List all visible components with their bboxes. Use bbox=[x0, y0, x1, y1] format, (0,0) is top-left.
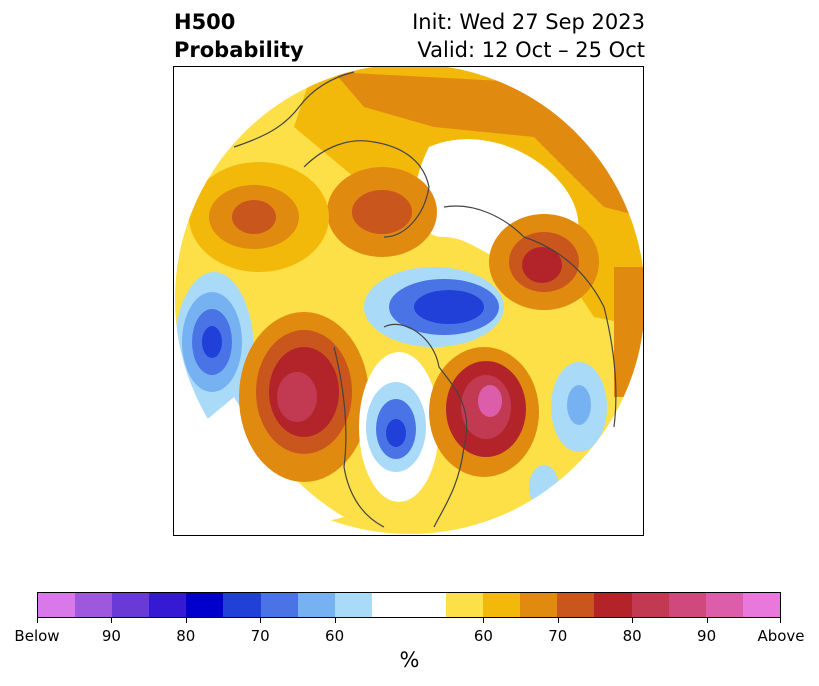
colorbar bbox=[37, 592, 781, 618]
init-date: Init: Wed 27 Sep 2023 bbox=[412, 10, 645, 34]
colorbar-segment-1 bbox=[75, 593, 113, 617]
colorbar-segment-11 bbox=[446, 593, 484, 617]
colorbar-tick-label: 60 bbox=[473, 627, 493, 645]
colorbar-segment-3 bbox=[149, 593, 187, 617]
below-75-central bbox=[386, 419, 406, 447]
colorbar-tick bbox=[780, 618, 781, 623]
probability-map bbox=[173, 66, 644, 536]
colorbar-tick bbox=[334, 618, 336, 623]
title-type: Probability bbox=[174, 38, 304, 62]
colorbar-segment-8 bbox=[334, 593, 372, 617]
colorbar-tick-label: 80 bbox=[176, 627, 196, 645]
colorbar-tick bbox=[632, 618, 634, 623]
title-variable: H500 bbox=[174, 10, 236, 34]
colorbar-tick-label: 90 bbox=[697, 627, 717, 645]
above-90-eastcanada bbox=[478, 385, 502, 417]
above-80-russia bbox=[522, 247, 562, 283]
colorbar-segment-19 bbox=[742, 593, 780, 617]
colorbar-tick bbox=[185, 618, 187, 623]
below-60-southeast bbox=[529, 465, 559, 509]
colorbar-segment-15 bbox=[594, 593, 632, 617]
map-svg bbox=[174, 67, 643, 535]
colorbar-segment-16 bbox=[631, 593, 669, 617]
colorbar-segment-9 bbox=[371, 593, 409, 617]
coastlines bbox=[233, 71, 617, 528]
colorbar-segment-0 bbox=[38, 593, 76, 617]
colorbar-tick bbox=[706, 618, 708, 623]
colorbar-segment-5 bbox=[223, 593, 261, 617]
colorbar-segment-14 bbox=[557, 593, 595, 617]
below-65-atlantic bbox=[567, 385, 591, 425]
colorbar-segment-18 bbox=[705, 593, 743, 617]
below-75-pacific bbox=[202, 326, 222, 358]
colorbar-segment-13 bbox=[520, 593, 558, 617]
colorbar-tick bbox=[260, 618, 262, 623]
below-75-arctic bbox=[414, 290, 484, 324]
colorbar-segment-17 bbox=[668, 593, 706, 617]
colorbar-tick bbox=[483, 618, 485, 623]
colorbar-segment-6 bbox=[260, 593, 298, 617]
colorbar-tick-label: 70 bbox=[250, 627, 270, 645]
colorbar-tick-label: 80 bbox=[622, 627, 642, 645]
colorbar-segment-4 bbox=[186, 593, 224, 617]
valid-range: Valid: 12 Oct – 25 Oct bbox=[417, 38, 645, 62]
colorbar-tick-label: 90 bbox=[101, 627, 121, 645]
above-85-westcoast bbox=[277, 372, 317, 422]
above-75-greenland bbox=[352, 190, 412, 234]
above-75-alaska bbox=[232, 200, 276, 234]
colorbar-tick-label: Below bbox=[14, 627, 60, 645]
colorbar-segment-10 bbox=[408, 593, 447, 617]
colorbar-segment-7 bbox=[297, 593, 335, 617]
colorbar-segment-12 bbox=[483, 593, 521, 617]
colorbar-segment-2 bbox=[112, 593, 150, 617]
colorbar-tick bbox=[111, 618, 113, 623]
colorbar-tick-label: Above bbox=[757, 627, 805, 645]
colorbar-unit: % bbox=[399, 648, 420, 672]
map-dates: Init: Wed 27 Sep 2023 Valid: 12 Oct – 25… bbox=[412, 8, 645, 64]
map-title: H500 Probability bbox=[174, 8, 304, 64]
colorbar-tick-label: 60 bbox=[325, 627, 345, 645]
above-70-europe bbox=[614, 267, 643, 397]
colorbar-tick-label: 70 bbox=[548, 627, 568, 645]
colorbar-tick bbox=[557, 618, 559, 623]
colorbar-tick bbox=[37, 618, 38, 623]
colorbar-ticks: Below 90 80 70 60 60 70 80 90 Above bbox=[14, 618, 805, 645]
